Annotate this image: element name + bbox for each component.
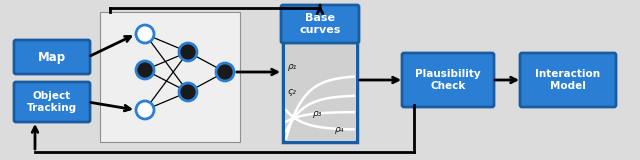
FancyBboxPatch shape bbox=[402, 53, 494, 107]
Text: ρ₄: ρ₄ bbox=[335, 125, 344, 134]
FancyBboxPatch shape bbox=[14, 40, 90, 74]
Text: Plausibility
Check: Plausibility Check bbox=[415, 69, 481, 91]
Text: Map: Map bbox=[38, 51, 66, 64]
Text: Object
Tracking: Object Tracking bbox=[27, 91, 77, 113]
Circle shape bbox=[179, 83, 197, 101]
Circle shape bbox=[136, 61, 154, 79]
Text: ρ₃: ρ₃ bbox=[312, 109, 322, 118]
Circle shape bbox=[136, 25, 154, 43]
Bar bbox=[283, 40, 357, 142]
Bar bbox=[285, 42, 355, 140]
Text: ρ₁: ρ₁ bbox=[288, 62, 298, 71]
Circle shape bbox=[136, 101, 154, 119]
FancyBboxPatch shape bbox=[281, 5, 359, 43]
Text: Base
curves: Base curves bbox=[300, 13, 340, 35]
Circle shape bbox=[179, 43, 197, 61]
Bar bbox=[100, 12, 240, 142]
Text: ς₂: ς₂ bbox=[288, 87, 297, 96]
Circle shape bbox=[216, 63, 234, 81]
FancyBboxPatch shape bbox=[14, 82, 90, 122]
Bar bbox=[285, 42, 355, 140]
Text: Interaction
Model: Interaction Model bbox=[536, 69, 600, 91]
FancyBboxPatch shape bbox=[520, 53, 616, 107]
